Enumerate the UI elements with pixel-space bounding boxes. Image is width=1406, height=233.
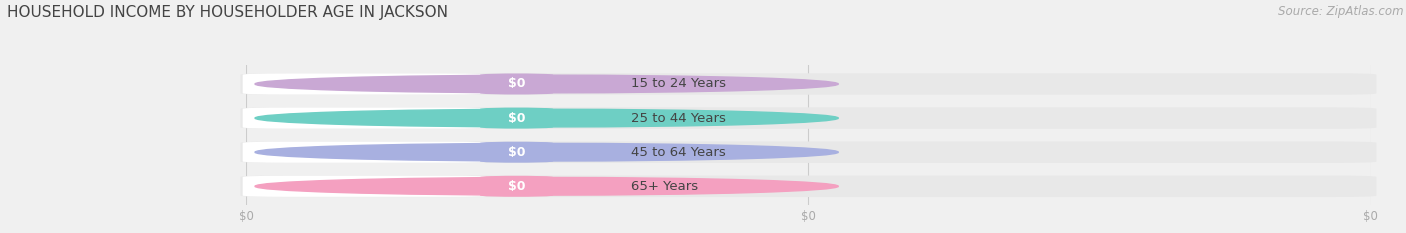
FancyBboxPatch shape: [479, 107, 553, 129]
FancyBboxPatch shape: [240, 107, 1376, 129]
Circle shape: [254, 75, 838, 93]
FancyBboxPatch shape: [240, 141, 1376, 163]
Text: $0: $0: [508, 146, 526, 159]
FancyBboxPatch shape: [243, 176, 491, 197]
Text: $0: $0: [508, 78, 526, 90]
Text: 15 to 24 Years: 15 to 24 Years: [631, 78, 727, 90]
Text: 45 to 64 Years: 45 to 64 Years: [631, 146, 725, 159]
FancyBboxPatch shape: [243, 73, 491, 95]
Circle shape: [254, 109, 838, 127]
Circle shape: [254, 178, 838, 195]
Circle shape: [254, 143, 838, 161]
Text: 25 to 44 Years: 25 to 44 Years: [631, 112, 725, 125]
FancyBboxPatch shape: [479, 176, 553, 197]
Text: HOUSEHOLD INCOME BY HOUSEHOLDER AGE IN JACKSON: HOUSEHOLD INCOME BY HOUSEHOLDER AGE IN J…: [7, 5, 449, 20]
FancyBboxPatch shape: [240, 73, 1376, 95]
FancyBboxPatch shape: [479, 73, 553, 95]
FancyBboxPatch shape: [243, 142, 491, 163]
Text: $0: $0: [508, 112, 526, 125]
FancyBboxPatch shape: [240, 175, 1376, 197]
FancyBboxPatch shape: [243, 107, 491, 129]
Text: Source: ZipAtlas.com: Source: ZipAtlas.com: [1278, 5, 1403, 18]
Text: $0: $0: [508, 180, 526, 193]
FancyBboxPatch shape: [479, 142, 553, 163]
Text: 65+ Years: 65+ Years: [631, 180, 699, 193]
